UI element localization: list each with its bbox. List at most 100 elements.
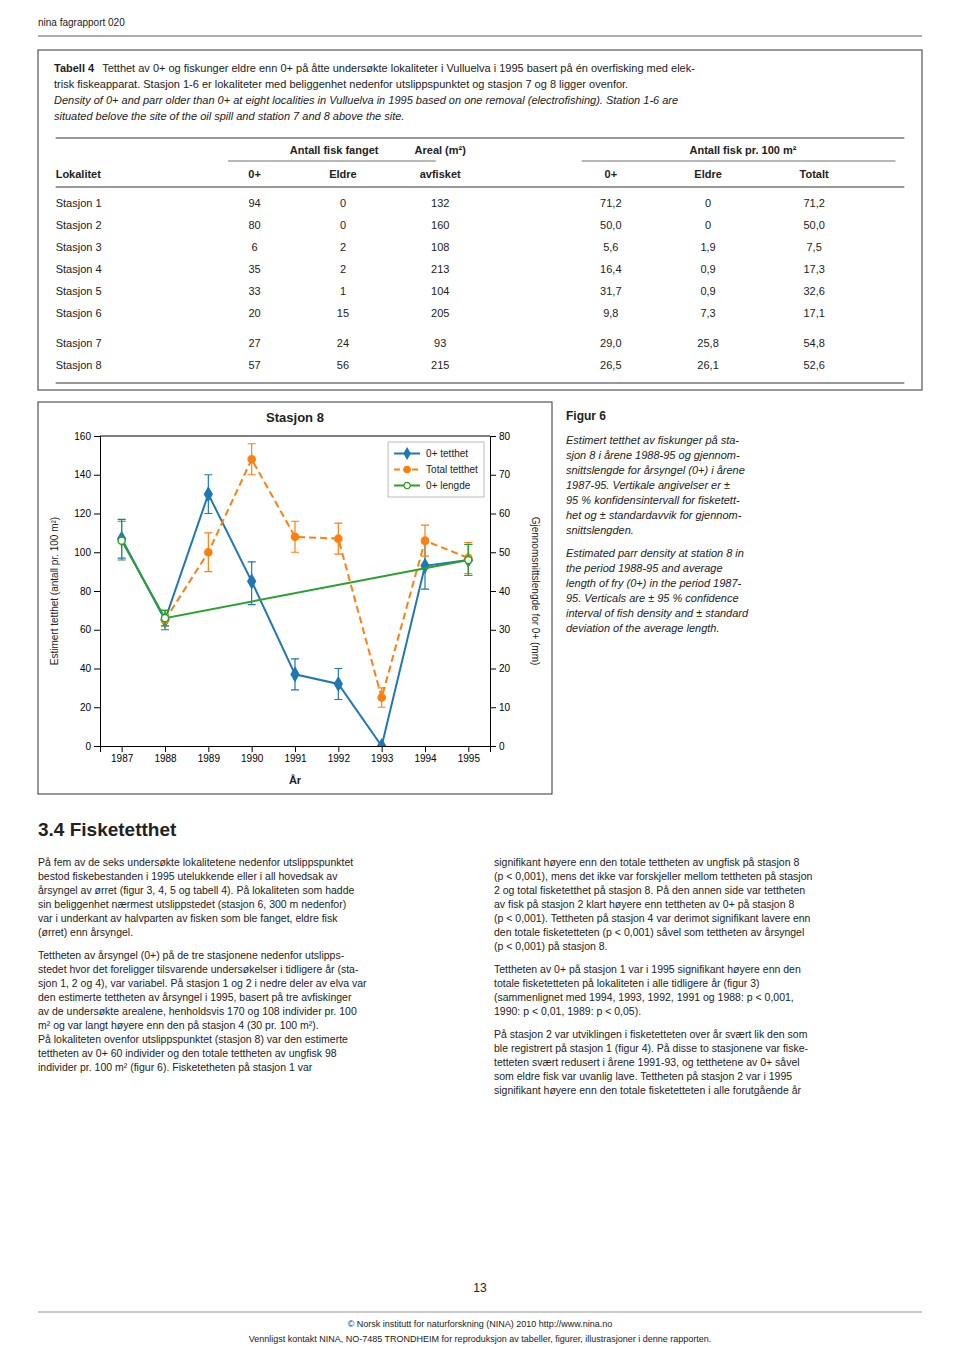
- error-bar: [291, 659, 299, 690]
- table-col-header: 0+: [605, 168, 618, 180]
- marker: [161, 615, 168, 622]
- body-text: bestod fiskebestanden i 1995 utelukkende…: [38, 870, 338, 882]
- table-cell: 93: [434, 337, 446, 349]
- series: [118, 521, 473, 626]
- figure-caption-line: 95. Verticals are ± 95 % confidence: [566, 592, 739, 604]
- tick-mark: [382, 746, 383, 752]
- error-bar: [204, 475, 212, 514]
- table-cell: 54,8: [803, 337, 824, 349]
- table-cell: 205: [431, 307, 449, 319]
- legend-items: 0+ tetthetTotal tetthet0+ lengde: [394, 448, 478, 491]
- tick-mark: [490, 746, 496, 747]
- table-cell: 56: [337, 359, 349, 371]
- series: [161, 444, 472, 708]
- error-bar: [248, 444, 256, 475]
- body-text: 1990: p < 0,01, 1989: p < 0,05).: [494, 1005, 641, 1017]
- marker: [291, 533, 298, 540]
- page-number: 13: [473, 1281, 487, 1295]
- tick: 0: [490, 741, 505, 752]
- tick-label: 1992: [328, 753, 351, 764]
- body-text: På stasjon 2 var utviklingen i fisketett…: [494, 1028, 808, 1040]
- table-cell: 0: [340, 197, 346, 209]
- tick-mark: [468, 746, 469, 752]
- body-text: var i underkant av halvparten av fisken …: [38, 912, 338, 924]
- tick-mark: [94, 552, 100, 553]
- body-text: ble registrert på stasjon 1 (figur 4). P…: [494, 1042, 808, 1054]
- tick-mark: [425, 746, 426, 752]
- table-rule: [56, 187, 905, 188]
- marker: [291, 668, 299, 681]
- tick-label: 50: [499, 547, 511, 558]
- table-col-header: 0+: [248, 168, 261, 180]
- table-cell: 50,0: [600, 219, 621, 231]
- axis-line: [101, 747, 491, 753]
- body-text: som eldre fisk var uvanlig lave. Tetthet…: [494, 1070, 792, 1082]
- table-cell: 0: [340, 219, 346, 231]
- tick-label: 80: [499, 431, 511, 442]
- plot-frame: [100, 436, 490, 437]
- table-cell: 50,0: [803, 219, 824, 231]
- table-cell: Stasjon 7: [56, 337, 102, 349]
- y2-axis-title: Gjennomsnittslengde for 0+ (mm): [530, 517, 541, 666]
- table-rule: [56, 138, 905, 139]
- figure-caption-line: snittslengde for årsyngel (0+) i årene: [566, 464, 745, 476]
- tick: 1993: [371, 746, 394, 764]
- table-group-header: Antall fisk pr. 100 m²: [689, 144, 796, 156]
- chart-title: Stasjon 8: [266, 410, 324, 425]
- tick-label: 60: [499, 508, 511, 519]
- table-cell: Stasjon 4: [56, 263, 102, 275]
- tick-mark: [94, 436, 100, 437]
- chart: 1987198819891990199119921993199419950204…: [49, 410, 541, 786]
- series-line: [122, 541, 469, 619]
- table-cell: 31,7: [600, 285, 621, 297]
- table-cell: 57: [248, 359, 260, 371]
- legend-symbol: [404, 466, 410, 472]
- figure-caption-line: 1987-95. Vertikale angivelser er ±: [566, 479, 730, 491]
- table: Tabell 4Tetthet av 0+ og fiskunger eldre…: [38, 50, 922, 390]
- tick-mark: [252, 746, 253, 752]
- tick: 0: [85, 741, 100, 752]
- tick-mark: [490, 630, 496, 631]
- figure-caption: Figur 6Estimert tetthet av fiskunger på …: [566, 409, 749, 634]
- table-cell: 0,9: [700, 263, 715, 275]
- section-title: 3.4 Fisketetthet: [38, 819, 177, 840]
- tick-label: 60: [80, 624, 92, 635]
- tick-label: 30: [499, 624, 511, 635]
- tick-mark: [165, 746, 166, 752]
- table-caption-text: situated belove the site of the oil spil…: [54, 110, 404, 122]
- body-text: Tettheten av 0+ på stasjon 1 var i 1995 …: [494, 963, 801, 975]
- table-cell: 32,6: [803, 285, 824, 297]
- figure-caption-line: the period 1988-95 and average: [566, 562, 723, 574]
- tick: 140: [74, 469, 100, 480]
- table-cell: 160: [431, 219, 449, 231]
- table-cell: 5,6: [603, 241, 618, 253]
- error-bar: [204, 533, 212, 572]
- legend-symbol: [404, 482, 410, 488]
- legend-item: 0+ tetthet: [394, 448, 468, 459]
- footer-rule: [38, 1312, 922, 1313]
- table-cell: Stasjon 2: [56, 219, 102, 231]
- table-cell: 94: [248, 197, 260, 209]
- table-cell: 52,6: [803, 359, 824, 371]
- body-text: av fisk på stasjon 2 klart høyere enn te…: [494, 898, 794, 910]
- table-col-header: Totalt: [800, 168, 829, 180]
- marker: [465, 556, 472, 563]
- tick-label: 40: [80, 663, 92, 674]
- table-cell: 215: [431, 359, 449, 371]
- tick-label: 1993: [371, 753, 394, 764]
- table-caption-text: Density of 0+ and parr older than 0+ at …: [54, 94, 678, 106]
- legend-symbol: [404, 448, 410, 459]
- marker: [378, 739, 386, 746]
- tick-label: 1988: [154, 753, 177, 764]
- table-cell: Stasjon 6: [56, 307, 102, 319]
- table-caption: Tabell 4Tetthet av 0+ og fiskunger eldre…: [54, 62, 695, 74]
- marker: [335, 677, 343, 690]
- tick-label: 10: [499, 702, 511, 713]
- error-bar: [464, 545, 472, 576]
- tick: 20: [80, 702, 100, 713]
- tick: 1991: [284, 746, 307, 764]
- table-cell: 25,8: [697, 337, 718, 349]
- body-text: den estimerte tettheten av årsyngel i 19…: [38, 991, 352, 1003]
- tick: 1990: [241, 746, 264, 764]
- error-bar: [248, 562, 256, 605]
